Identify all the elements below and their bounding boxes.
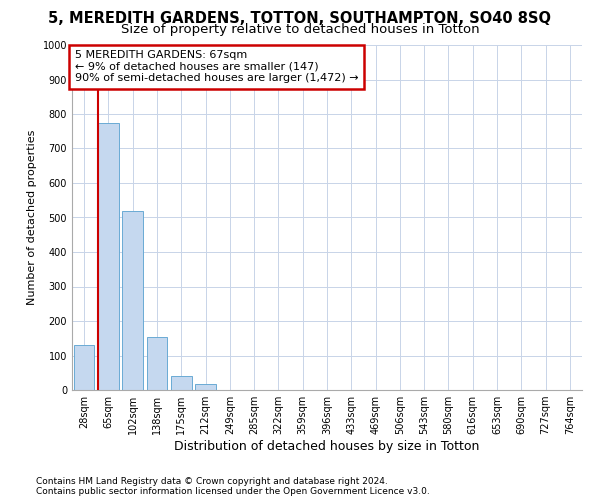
Text: 5, MEREDITH GARDENS, TOTTON, SOUTHAMPTON, SO40 8SQ: 5, MEREDITH GARDENS, TOTTON, SOUTHAMPTON… (49, 11, 551, 26)
Bar (74, 345, 94, 390)
Text: Contains HM Land Registry data © Crown copyright and database right 2024.
Contai: Contains HM Land Registry data © Crown c… (36, 476, 430, 496)
Bar (195, 384, 216, 390)
Bar (122, 210, 143, 390)
Bar (98, 122, 119, 390)
Y-axis label: Number of detached properties: Number of detached properties (27, 130, 37, 305)
Text: Size of property relative to detached houses in Totton: Size of property relative to detached ho… (121, 22, 479, 36)
Bar (146, 336, 167, 390)
Bar (171, 376, 191, 390)
X-axis label: Distribution of detached houses by size in Totton: Distribution of detached houses by size … (175, 440, 479, 453)
Text: 5 MEREDITH GARDENS: 67sqm
← 9% of detached houses are smaller (147)
90% of semi-: 5 MEREDITH GARDENS: 67sqm ← 9% of detach… (74, 50, 358, 84)
